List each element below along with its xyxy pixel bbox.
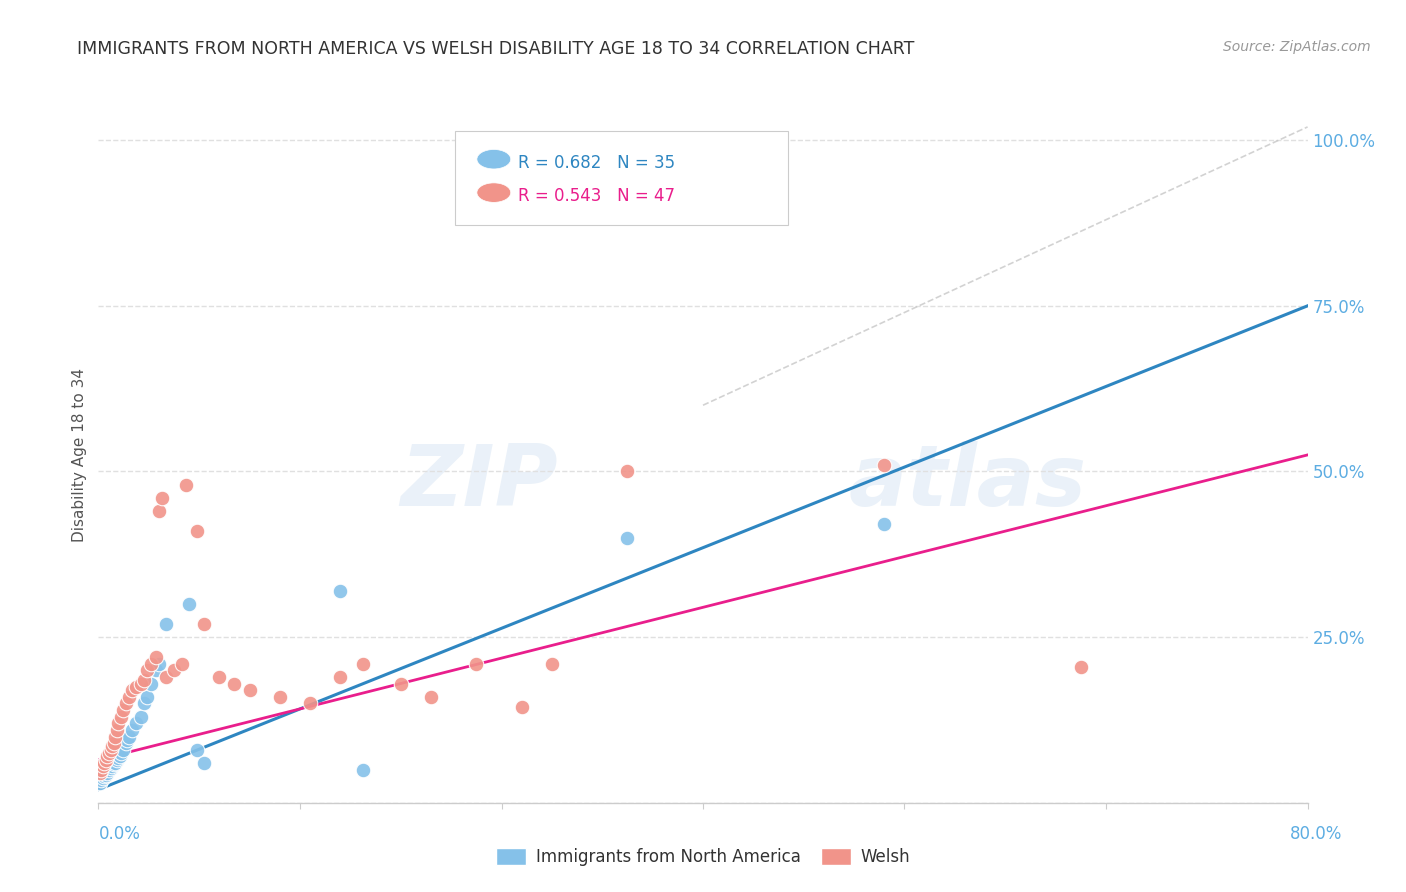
Text: ZIP: ZIP [401,442,558,524]
Point [91,771,114,785]
Point [121,683,143,698]
Point [101,759,124,773]
Point [873,517,896,532]
Point [239,683,262,698]
Point [94,753,117,767]
Point [107,750,129,764]
Point [129,676,152,690]
Point [107,716,129,731]
Point [93,769,115,783]
Point [170,657,193,671]
Point [89,776,111,790]
Point [111,703,134,717]
Y-axis label: Disability Age 18 to 34: Disability Age 18 to 34 [72,368,87,542]
Point [465,657,488,671]
Point [115,732,138,747]
Point [129,709,152,723]
Point [155,616,177,631]
Point [103,736,125,750]
Text: 0.0%: 0.0% [98,825,141,843]
Point [93,756,115,770]
Point [110,746,132,760]
Point [101,739,124,754]
Circle shape [477,183,510,202]
Point [121,723,143,737]
Point [616,531,638,545]
Point [118,690,141,704]
Point [118,730,141,744]
Point [96,766,118,780]
Point [163,663,186,677]
Point [141,657,163,671]
Point [125,680,148,694]
Point [135,663,157,677]
Point [141,676,163,690]
Point [329,670,352,684]
Point [145,663,167,677]
Point [111,743,134,757]
Point [104,756,127,770]
Point [148,657,170,671]
Point [186,524,208,538]
Point [89,766,111,780]
Point [177,597,201,611]
Point [100,743,122,757]
Circle shape [477,150,510,169]
Point [510,699,533,714]
Point [105,723,128,737]
Legend: Immigrants from North America, Welsh: Immigrants from North America, Welsh [488,839,918,874]
Point [108,749,131,764]
Point [329,583,352,598]
Point [186,743,208,757]
Point [155,670,177,684]
Text: R = 0.543   N = 47: R = 0.543 N = 47 [517,187,675,205]
Point [132,673,155,688]
Point [540,657,562,671]
Point [389,676,412,690]
Text: IMMIGRANTS FROM NORTH AMERICA VS WELSH DISABILITY AGE 18 TO 34 CORRELATION CHART: IMMIGRANTS FROM NORTH AMERICA VS WELSH D… [77,40,915,58]
Point [193,756,215,770]
Point [90,763,112,777]
Point [208,670,231,684]
Point [105,753,128,767]
Point [114,736,136,750]
Point [100,761,122,775]
Point [150,491,173,505]
Point [91,759,114,773]
Text: atlas: atlas [848,442,1087,524]
Point [148,504,170,518]
Point [616,465,638,479]
Point [94,768,117,782]
Point [96,749,118,764]
Point [224,676,246,690]
Point [125,716,148,731]
Point [1070,660,1092,674]
Point [419,690,441,704]
Text: 80.0%: 80.0% [1291,825,1343,843]
Point [174,477,197,491]
Point [110,709,132,723]
Point [299,697,322,711]
Point [193,616,215,631]
Point [98,746,121,760]
Point [269,690,291,704]
FancyBboxPatch shape [456,131,787,226]
Point [135,690,157,704]
Point [873,458,896,472]
Point [90,772,112,787]
Point [103,757,125,772]
Point [352,763,374,777]
Text: Source: ZipAtlas.com: Source: ZipAtlas.com [1223,40,1371,54]
Point [145,650,167,665]
Text: R = 0.682   N = 35: R = 0.682 N = 35 [517,153,675,171]
Point [352,657,374,671]
Point [104,730,127,744]
Point [98,763,121,777]
Point [114,697,136,711]
Point [132,697,155,711]
